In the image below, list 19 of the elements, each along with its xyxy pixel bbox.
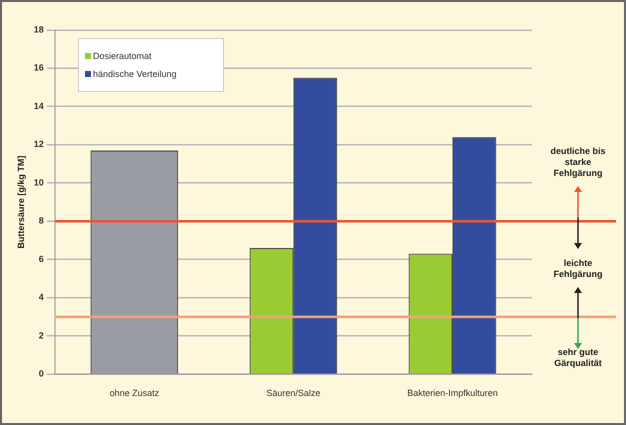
y-tick-label: 14 — [34, 100, 44, 111]
y-axis-title: Buttersäure [g/kg TM] — [16, 156, 26, 249]
text: sehr gute Gärqualität — [553, 346, 603, 369]
y-tick-label: 16 — [34, 62, 44, 73]
x-tick-label: Bakterien-Impfkulturen — [407, 388, 498, 398]
y-tick-label: 6 — [38, 254, 44, 264]
y-tick-label: 10 — [34, 177, 44, 188]
text: deutliche bis starke Fehlgärung — [549, 146, 606, 180]
y-tick-label: 8 — [38, 216, 44, 226]
x-tick-label: ohne Zusatz — [110, 388, 160, 398]
legend-label: händische Verteilung — [92, 69, 178, 79]
y-tick-label: 12 — [34, 139, 44, 150]
y-tick-label: 0 — [38, 368, 44, 379]
legend-label: Dosierautomat — [92, 51, 153, 61]
y-tick-label: 4 — [38, 292, 44, 302]
y-tick-label: 18 — [34, 24, 44, 34]
x-tick-label: Säuren/Salze — [266, 388, 320, 398]
y-tick-label: 2 — [38, 330, 44, 340]
text: leichte Fehlgärung — [552, 258, 604, 280]
